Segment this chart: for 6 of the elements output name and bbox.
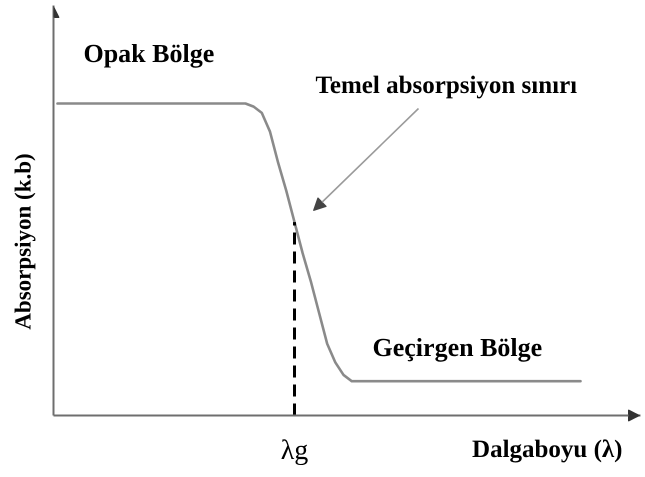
x-axis-title: Dalgaboyu (λ)	[472, 436, 623, 463]
annotation: Geçirgen Bölge	[372, 333, 542, 362]
text: Opak Bölge	[84, 39, 214, 68]
y-axis-title: Absorpsiyon (k.b)	[10, 153, 36, 330]
text: Temel absorpsiyon sınırı	[316, 72, 578, 99]
text: λg	[280, 435, 308, 466]
